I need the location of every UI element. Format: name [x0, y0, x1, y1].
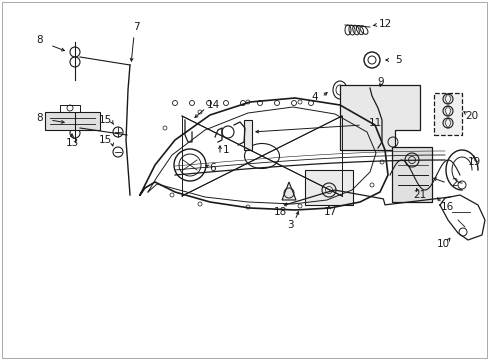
Text: 1: 1: [222, 145, 229, 155]
Text: 10: 10: [436, 239, 448, 249]
Text: 9: 9: [377, 77, 384, 87]
Text: 3: 3: [286, 220, 293, 230]
Text: 6: 6: [209, 163, 216, 173]
Text: 16: 16: [440, 202, 453, 212]
Text: 20: 20: [465, 111, 478, 121]
Text: 13: 13: [65, 138, 79, 148]
Bar: [433, 93, 461, 135]
Text: 5: 5: [394, 55, 401, 65]
Bar: [305, 170, 352, 205]
Text: 15: 15: [98, 115, 111, 125]
Polygon shape: [339, 85, 419, 150]
Text: 21: 21: [412, 190, 426, 200]
Polygon shape: [244, 120, 251, 150]
Text: 15: 15: [98, 135, 111, 145]
Text: 8: 8: [37, 35, 43, 45]
Text: 2: 2: [451, 178, 457, 188]
Text: 11: 11: [367, 118, 381, 128]
Text: 17: 17: [323, 207, 336, 217]
Text: 18: 18: [273, 207, 286, 217]
Text: 8: 8: [37, 113, 43, 123]
Text: 14: 14: [206, 100, 219, 110]
Text: 4: 4: [311, 92, 318, 102]
Text: 19: 19: [467, 157, 480, 167]
Polygon shape: [45, 112, 100, 130]
Text: 7: 7: [132, 22, 139, 32]
Bar: [391, 147, 431, 202]
Text: 12: 12: [378, 19, 391, 29]
Polygon shape: [282, 182, 295, 200]
